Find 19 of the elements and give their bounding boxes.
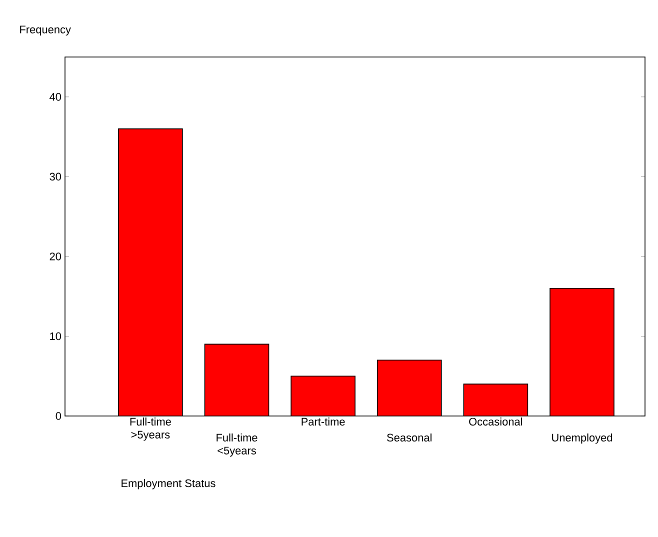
y-tick-label: 10 (50, 332, 62, 340)
bar (204, 344, 269, 416)
x-tick-label: Part-time (302, 418, 345, 426)
y-tick-label: 20 (50, 252, 62, 260)
bar (377, 360, 442, 416)
bar (118, 128, 182, 416)
x-tick-label: Seasonal (387, 433, 432, 442)
x-axis-title: Employment Status (122, 479, 216, 490)
y-tick-label: 30 (50, 172, 62, 181)
bar (291, 376, 356, 416)
y-tick-label: 0 (56, 412, 62, 420)
x-tick-label: Full-time >5years (130, 418, 171, 441)
bar (464, 384, 528, 416)
y-tick-label: 40 (50, 93, 62, 101)
x-tick-label: Full-time <5years (216, 433, 258, 457)
bar (550, 288, 614, 416)
x-tick-label: Occasional (469, 418, 522, 426)
y-axis-title: Frequency (20, 26, 71, 36)
x-tick-label: Unemployed (552, 433, 612, 444)
